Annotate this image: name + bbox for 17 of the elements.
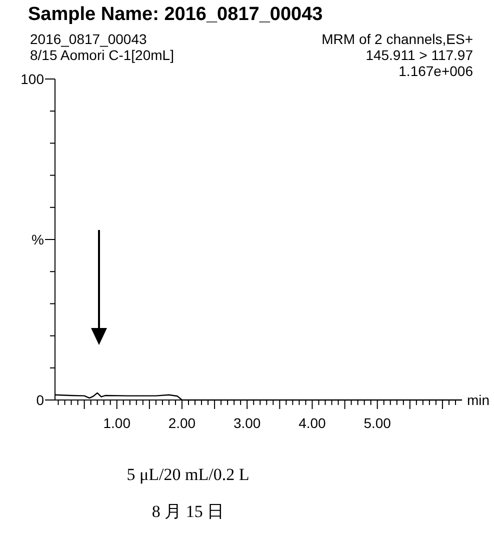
text: 145.911 > 117.97 — [366, 47, 474, 63]
annotation: 1.167e+006 — [398, 63, 474, 79]
x-tick-label: 4.00 — [298, 415, 326, 431]
text: 8/15 Aomori C-1[20mL] — [30, 47, 174, 63]
chart-title: Sample Name: 2016_0817_00043 — [28, 4, 323, 25]
x-tick-label: 5.00 — [364, 415, 392, 431]
y-tick-label: % — [32, 232, 44, 248]
y-tick-label: 100 — [20, 71, 44, 87]
text: 5 μL/20 mL/0.2 L — [126, 465, 250, 484]
x-tick-label: 2.00 — [168, 415, 196, 431]
x-tick-label: 3.00 — [233, 415, 261, 431]
text: MRM of 2 channels,ES+ — [322, 31, 473, 47]
text: 2016_0817_00043 — [30, 31, 148, 47]
x-axis-title: min — [467, 392, 490, 408]
y-tick-label: 0 — [36, 392, 44, 408]
x-tick-label: 1.00 — [103, 415, 131, 431]
text: 8 月 15 日 — [152, 502, 224, 521]
